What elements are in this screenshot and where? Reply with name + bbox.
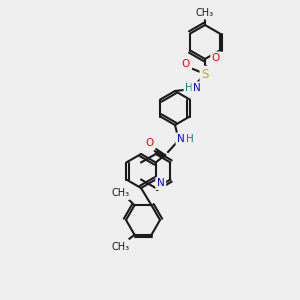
Text: N: N bbox=[177, 134, 185, 144]
Text: O: O bbox=[212, 53, 220, 63]
Text: CH₃: CH₃ bbox=[111, 188, 130, 198]
Text: N: N bbox=[157, 178, 165, 188]
Text: CH₃: CH₃ bbox=[111, 242, 130, 252]
Text: N: N bbox=[193, 83, 201, 93]
Text: CH₃: CH₃ bbox=[196, 8, 214, 18]
Text: O: O bbox=[146, 138, 154, 148]
Text: H: H bbox=[186, 134, 194, 144]
Text: S: S bbox=[201, 68, 209, 80]
Text: O: O bbox=[182, 59, 190, 69]
Text: H: H bbox=[185, 83, 193, 93]
